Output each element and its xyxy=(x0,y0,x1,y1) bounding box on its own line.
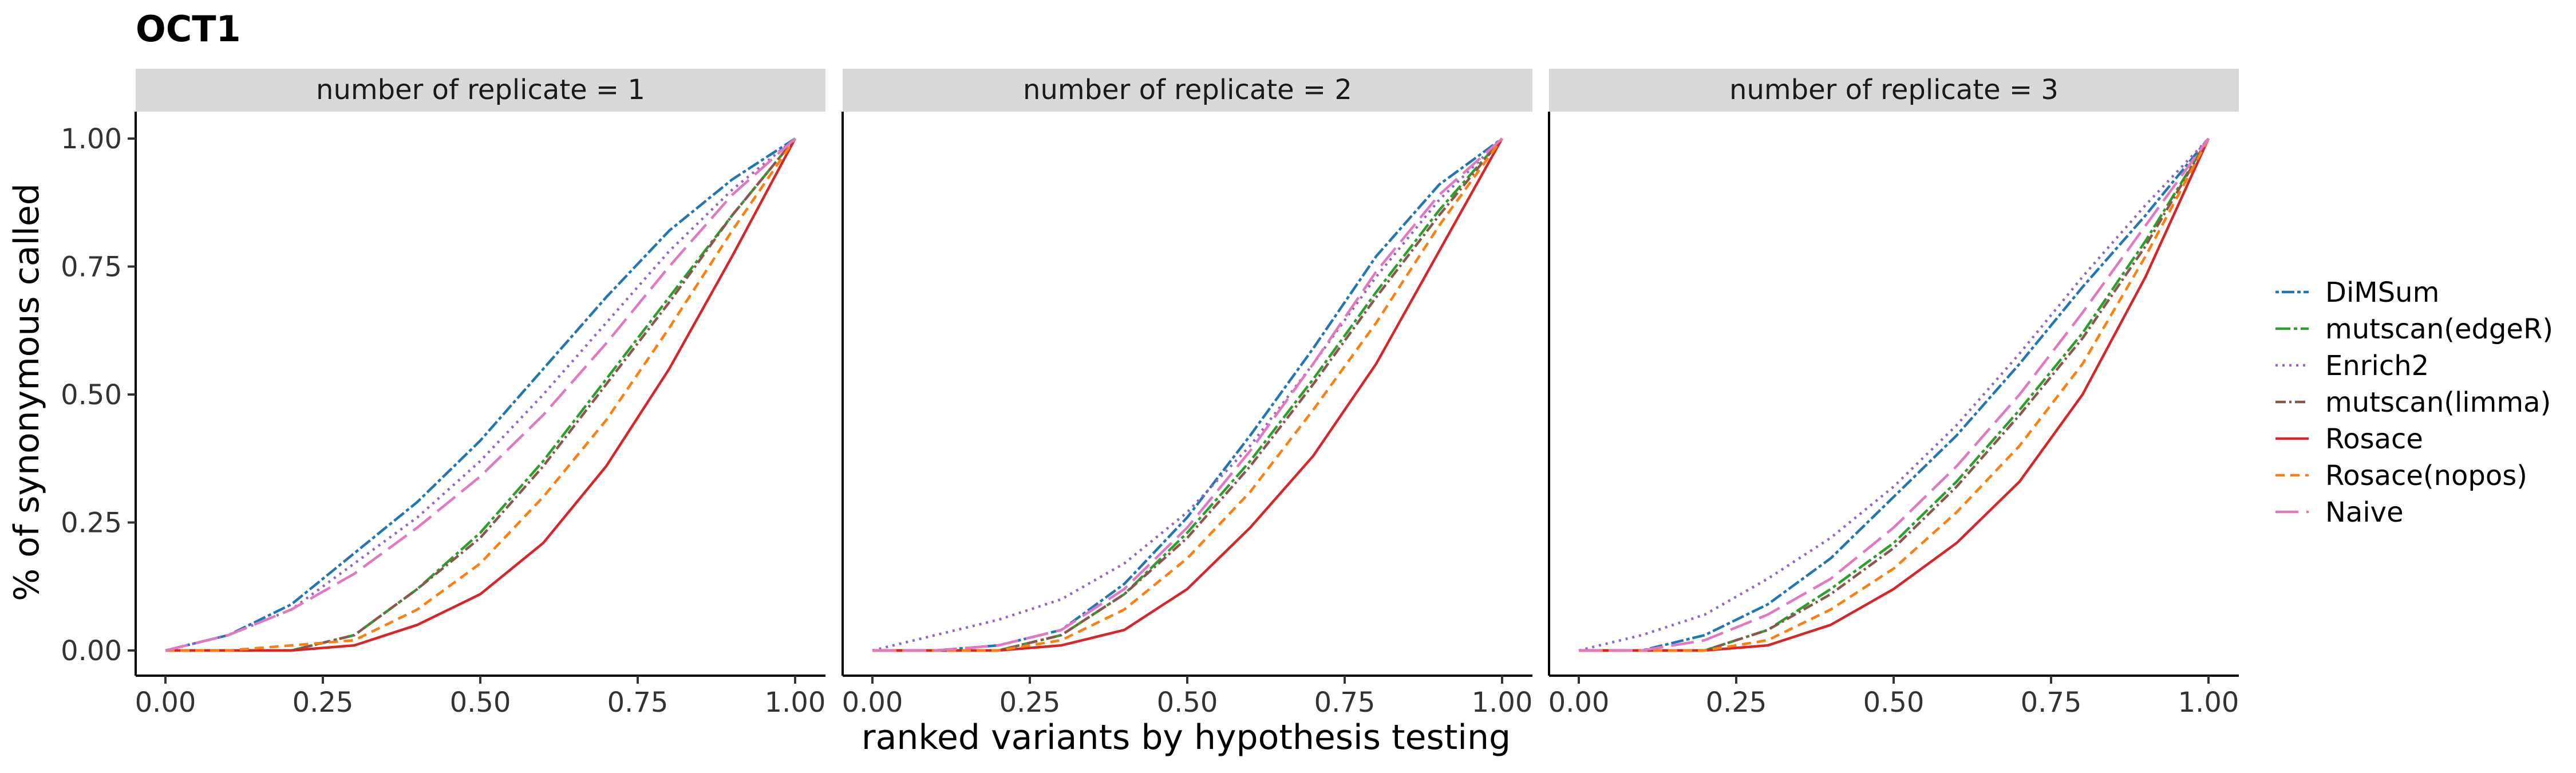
chart-title: OCT1 xyxy=(136,8,241,50)
x-tick-label: 0.25 xyxy=(293,687,354,719)
x-tick-label: 0.75 xyxy=(607,687,669,719)
x-tick-label: 0.50 xyxy=(450,687,511,719)
series-line-mutscan-limma xyxy=(165,137,796,652)
legend: DiMSum mutscan(edgeR) Enrich2 mutscan(limma… xyxy=(2275,277,2553,529)
series-line-mutscan-edger xyxy=(872,137,1503,652)
panel-3: number of replicate = 3 0.00 0.25 0.50 0.75 1… xyxy=(1548,69,2239,719)
x-axis-title: ranked variants by hypothesis testing xyxy=(862,717,1511,758)
y-axis-title: % of synonymous called xyxy=(7,183,47,601)
x-tick-label: 0.75 xyxy=(2021,687,2082,719)
facet-strip-label: number of replicate = 2 xyxy=(1023,74,1352,106)
legend-label: Enrich2 xyxy=(2325,350,2429,382)
x-tick-label: 0.50 xyxy=(1863,687,1925,719)
series-line-rosace xyxy=(1579,138,2210,652)
y-tick-label: 0.75 xyxy=(61,251,122,283)
x-tick-label: 0.00 xyxy=(1548,687,1610,719)
series-line-rosace xyxy=(872,137,1503,652)
series-line-mutscan-edger xyxy=(1579,137,2210,652)
series-line-dimsum xyxy=(165,137,796,652)
series-line-enrich2 xyxy=(165,137,796,652)
facet-strip-label: number of replicate = 3 xyxy=(1729,74,2059,106)
legend-label: Rosace xyxy=(2325,423,2423,455)
series-line-naive xyxy=(872,137,1503,652)
legend-item-mutscan-limma: mutscan(limma) xyxy=(2275,386,2551,419)
y-tick-label: 0.50 xyxy=(61,379,122,411)
panels: number of replicate = 1 0.00 0.25 0.50 0.75 1… xyxy=(61,69,2239,719)
series-line-mutscan-limma xyxy=(872,137,1503,652)
legend-label: Rosace(nopos) xyxy=(2325,460,2527,492)
x-tick-label: 0.75 xyxy=(1314,687,1376,719)
legend-label: Naive xyxy=(2325,496,2404,529)
series-line-enrich2 xyxy=(872,137,1503,652)
facet-strip xyxy=(843,69,1532,112)
x-tick-label: 0.00 xyxy=(842,687,903,719)
y-tick-label: 0.25 xyxy=(61,507,122,539)
series-line-rosace-nopos xyxy=(872,137,1503,652)
legend-label: mutscan(edgeR) xyxy=(2325,313,2553,345)
series-line-rosace xyxy=(165,137,796,652)
legend-item-rosace: Rosace xyxy=(2275,423,2423,455)
x-tick-label: 0.50 xyxy=(1157,687,1218,719)
facet-strip-label: number of replicate = 1 xyxy=(316,74,645,106)
legend-item-rosace-nopos: Rosace(nopos) xyxy=(2275,460,2527,492)
series-line-mutscan-edger xyxy=(165,137,796,652)
legend-item-naive: Naive xyxy=(2275,496,2404,529)
legend-label: mutscan(limma) xyxy=(2325,386,2551,419)
series-line-rosace-nopos xyxy=(1579,137,2210,652)
series-line-rosace-nopos xyxy=(165,137,796,652)
x-tick-label: 1.00 xyxy=(1472,687,1533,719)
y-tick-label: 0.00 xyxy=(61,635,122,667)
x-tick-label: 1.00 xyxy=(2178,687,2239,719)
facet-strip xyxy=(1549,69,2239,112)
x-tick-label: 1.00 xyxy=(765,687,826,719)
panel-1: number of replicate = 1 0.00 0.25 0.50 0.75 1… xyxy=(61,69,825,719)
series-line-dimsum xyxy=(872,137,1503,652)
legend-item-mutscan-edger: mutscan(edgeR) xyxy=(2275,313,2553,345)
x-tick-label: 0.25 xyxy=(999,687,1061,719)
facet-strip xyxy=(136,69,825,112)
series-line-naive xyxy=(165,137,796,652)
series-line-enrich2 xyxy=(1578,137,2210,652)
series-line-naive xyxy=(1579,137,2210,652)
legend-item-dimsum: DiMSum xyxy=(2275,277,2439,309)
legend-item-enrich2: Enrich2 xyxy=(2275,350,2429,382)
x-tick-label: 0.00 xyxy=(135,687,196,719)
x-tick-label: 0.25 xyxy=(1706,687,1767,719)
series-line-dimsum xyxy=(1579,137,2210,652)
series-line-mutscan-limma xyxy=(1579,137,2210,652)
y-tick-label: 1.00 xyxy=(61,123,122,155)
panel-2: number of replicate = 2 0.00 0.25 0.50 0.75 1… xyxy=(841,69,1533,719)
legend-label: DiMSum xyxy=(2325,277,2439,309)
